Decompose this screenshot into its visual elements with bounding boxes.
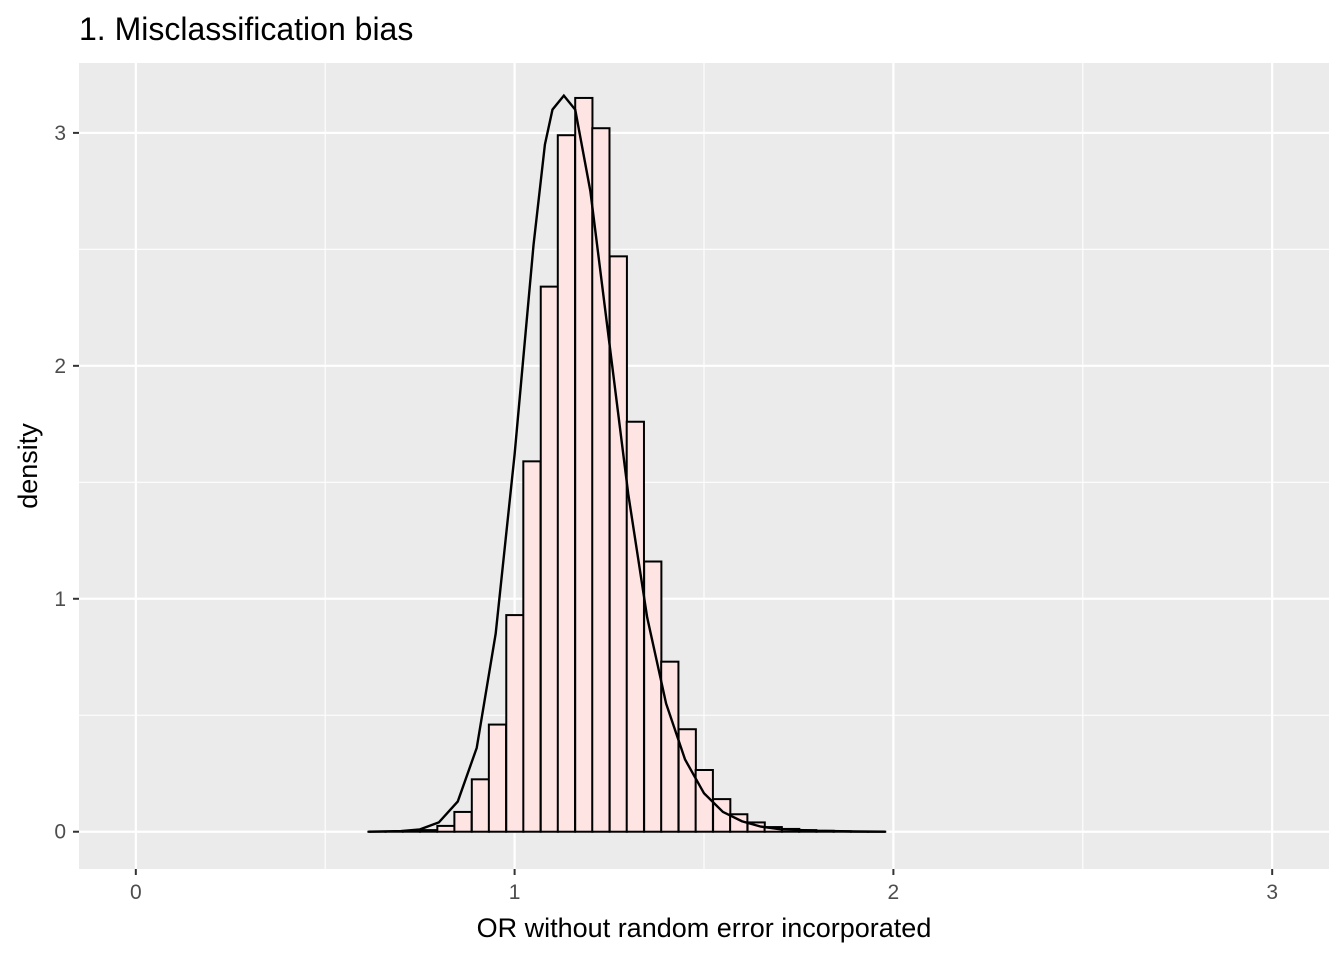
histogram-bar — [643, 560, 663, 833]
y-tick-label: 1 — [54, 588, 66, 611]
histogram-bar — [660, 660, 680, 833]
axis-ticks — [73, 131, 1274, 875]
histogram-bar — [418, 829, 439, 833]
histogram-bar — [539, 285, 559, 833]
x-tick-label: 2 — [888, 881, 900, 904]
y-tick-label: 3 — [54, 122, 66, 145]
x-axis-title: OR without random error incorporated — [477, 913, 932, 943]
histogram-bar — [574, 96, 594, 833]
y-tick-label: 2 — [54, 355, 66, 378]
grid-minor — [79, 63, 1329, 869]
chart-title: 1. Misclassification bias — [79, 11, 413, 47]
y-tick-labels: 0 1 2 3 — [54, 122, 66, 844]
density-curve — [368, 93, 886, 833]
histogram-bar — [436, 824, 456, 833]
histogram-bar — [608, 255, 628, 833]
histogram-bar — [470, 778, 491, 833]
histogram-bar — [625, 420, 645, 833]
histogram-bar — [453, 810, 473, 833]
x-tick-label: 3 — [1266, 881, 1278, 904]
x-tick-labels: 0 1 2 3 — [130, 881, 1278, 904]
x-tick-label: 1 — [509, 881, 521, 904]
histogram-bar — [522, 460, 542, 833]
histogram-bar — [556, 134, 577, 833]
histogram-bars — [367, 96, 887, 833]
y-axis-title: density — [13, 423, 43, 509]
y-tick-label: 0 — [54, 821, 66, 844]
histogram-bar — [487, 723, 508, 833]
x-tick-label: 0 — [130, 881, 142, 904]
histogram-bar — [505, 614, 525, 833]
